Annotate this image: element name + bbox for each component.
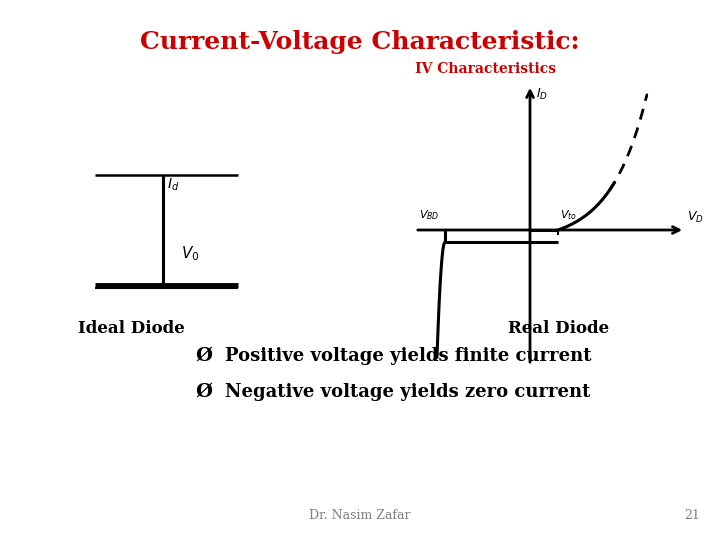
Text: Dr. Nasim Zafar: Dr. Nasim Zafar <box>310 509 410 522</box>
Text: $I_d$: $I_d$ <box>167 177 179 193</box>
Text: Current-Voltage Characteristic:: Current-Voltage Characteristic: <box>140 30 580 54</box>
Text: $I_D$: $I_D$ <box>536 87 548 102</box>
Text: $V_{BD}$: $V_{BD}$ <box>420 208 440 222</box>
Text: $V_{to}$: $V_{to}$ <box>560 208 577 222</box>
Text: $V_0$: $V_0$ <box>181 244 199 263</box>
Text: Negative voltage yields zero current: Negative voltage yields zero current <box>225 383 590 401</box>
Text: Ideal Diode: Ideal Diode <box>78 320 185 337</box>
Text: $V_D$: $V_D$ <box>687 210 704 225</box>
Text: Ø: Ø <box>195 383 212 401</box>
Text: 21: 21 <box>684 509 700 522</box>
Text: IV Characteristics: IV Characteristics <box>415 62 556 76</box>
Text: Positive voltage yields finite current: Positive voltage yields finite current <box>225 347 592 365</box>
Text: Real Diode: Real Diode <box>508 320 609 337</box>
Text: Ø: Ø <box>195 347 212 365</box>
